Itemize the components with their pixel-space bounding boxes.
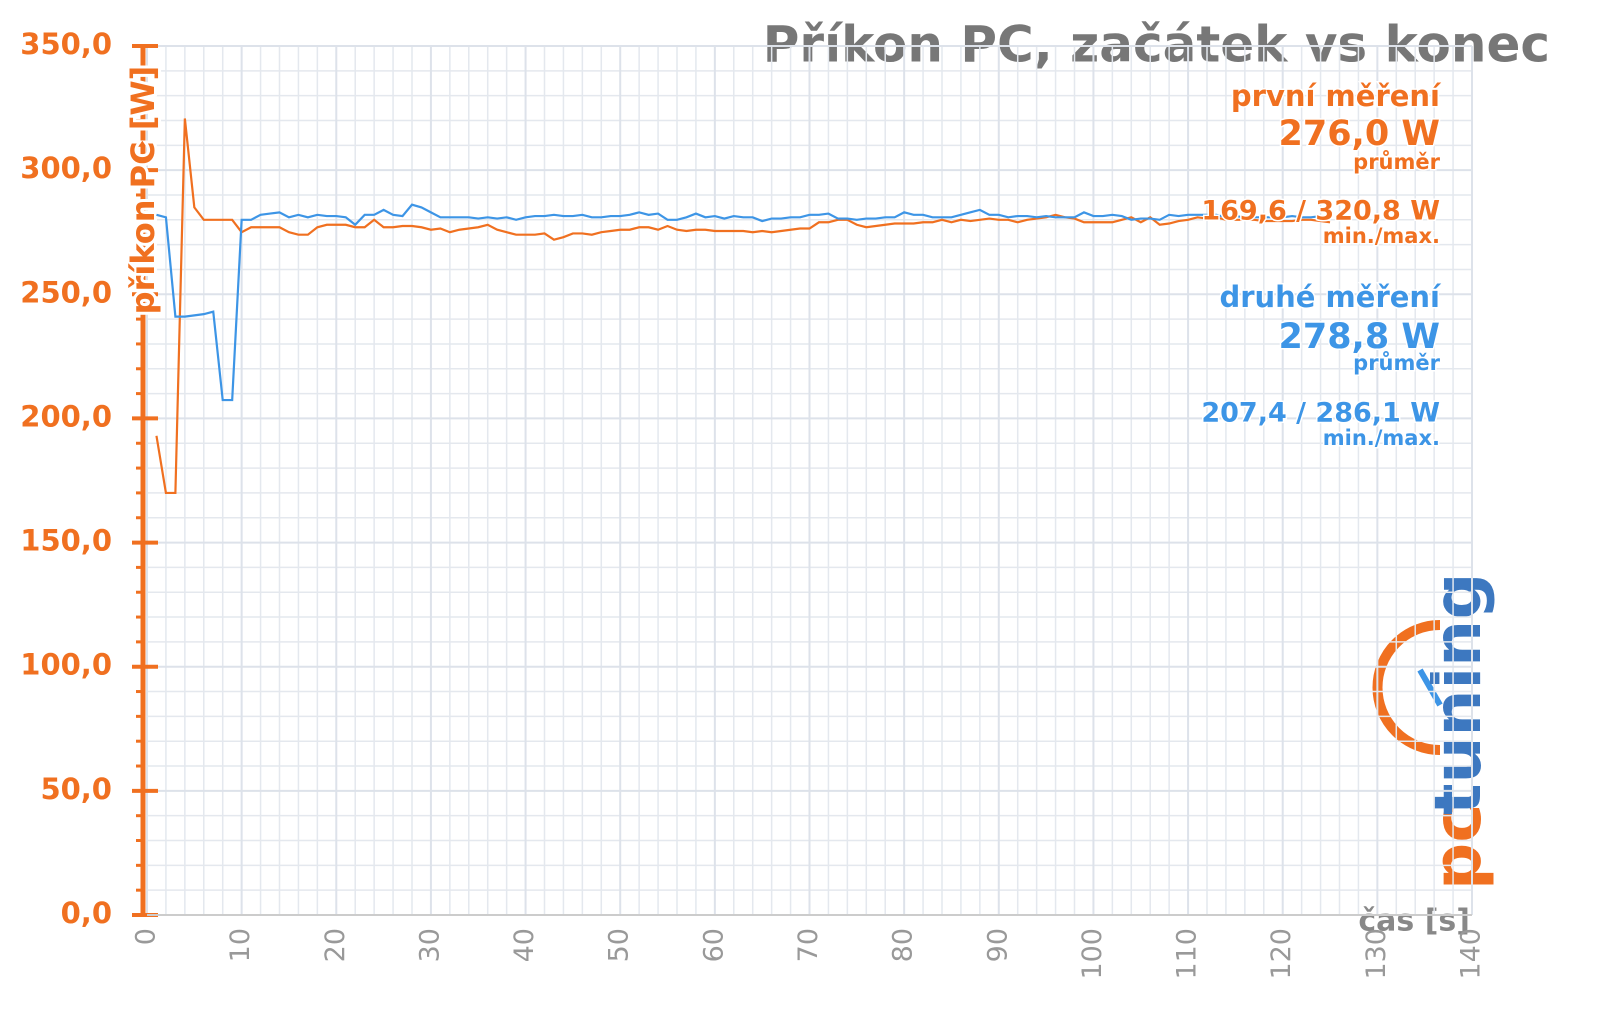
x-tick-label: 40 — [509, 928, 540, 962]
y-tick-label: 100,0 — [20, 648, 112, 682]
x-tick-label: 130 — [1361, 928, 1392, 980]
logo-needle — [1417, 668, 1443, 707]
x-tick-label: 80 — [888, 928, 919, 962]
annotation: první měření — [1231, 79, 1442, 113]
annotation: průměr — [1353, 150, 1440, 174]
y-tick-label: 150,0 — [20, 524, 112, 558]
series-line — [156, 203, 1331, 402]
x-tick-label: 20 — [320, 928, 351, 962]
y-tick-label: 250,0 — [20, 275, 112, 309]
x-tick-label: 70 — [793, 928, 824, 962]
x-tick-label: 50 — [604, 928, 635, 962]
logo: pc tuning — [1372, 573, 1496, 890]
x-tick-label: 30 — [414, 928, 445, 962]
annotation: 276,0 W — [1279, 114, 1441, 154]
logo-pc: pc — [1419, 804, 1496, 890]
annotation: 169,6 / 320,8 W — [1201, 196, 1440, 227]
x-tick-label: 140 — [1456, 928, 1487, 980]
annotation: druhé měření — [1219, 280, 1442, 314]
x-tick-label: 0 — [131, 928, 162, 945]
x-tick-label: 60 — [698, 928, 729, 962]
y-tick-label: 200,0 — [20, 399, 112, 433]
annotation: průměr — [1353, 351, 1440, 375]
logo-tuning: tuning — [1419, 573, 1496, 815]
annotation: 207,4 / 286,1 W — [1201, 398, 1440, 429]
x-tick-label: 100 — [1077, 928, 1108, 980]
y-tick-label: 50,0 — [40, 772, 112, 806]
y-tick-label: 300,0 — [20, 151, 112, 185]
annotation: min./max. — [1323, 224, 1440, 248]
chart-title: Příkon PC, začátek vs konec — [763, 16, 1550, 74]
annotation: min./max. — [1323, 426, 1440, 450]
y-axis-label: příkon PC [W] — [124, 66, 162, 315]
series-line — [155, 118, 1331, 495]
x-tick-label: 110 — [1172, 928, 1203, 980]
x-tick-label: 10 — [225, 928, 256, 962]
x-tick-label: 90 — [982, 928, 1013, 962]
annotation: 278,8 W — [1279, 317, 1441, 357]
y-tick-label: 0,0 — [61, 896, 112, 930]
y-tick-label: 350,0 — [20, 27, 112, 61]
x-tick-label: 120 — [1266, 928, 1297, 980]
